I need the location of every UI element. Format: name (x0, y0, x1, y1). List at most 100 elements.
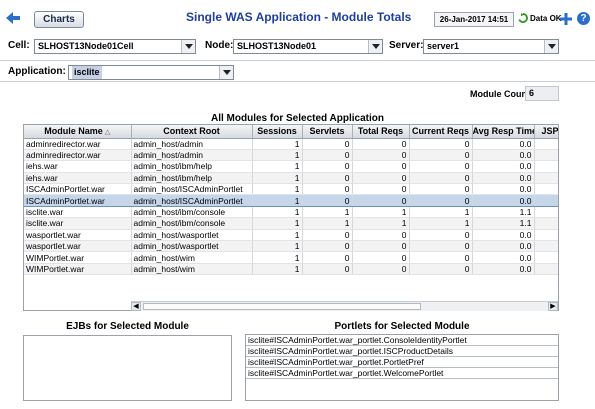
portlets-panel-title: Portlets for Selected Module (334, 321, 470, 332)
scroll-left-icon[interactable]: ◀ (131, 302, 141, 311)
data-status: Data OK (518, 13, 562, 23)
column-header-sessions[interactable]: Sessions (252, 125, 303, 139)
module-name-cell: iehs.war (24, 160, 132, 173)
sessions-cell: 1 (252, 183, 303, 196)
context-root-cell: admin_host/ibm/console (131, 217, 253, 230)
module-name-cell: ISCAdminPortlet.war (24, 194, 132, 207)
portlets-list[interactable]: isclite#ISCAdminPortlet.war_portlet.Cons… (245, 334, 559, 401)
empty-cell (352, 286, 409, 297)
table-row[interactable]: wasportlet.war admin_host/wasportlet 1 0 0 0 0… (24, 240, 558, 253)
jsps-cell: 0 (534, 172, 558, 185)
list-item[interactable]: isclite#ISCAdminPortlet.war_portlet.Cons… (246, 335, 558, 346)
modules-table-title: All Modules for Selected Application (211, 113, 384, 124)
sessions-cell: 1 (252, 217, 303, 230)
horizontal-scrollbar[interactable]: ◀ ▶ (131, 301, 558, 311)
empty-cell (131, 286, 252, 297)
page-title: Single WAS Application - Module Totals (186, 10, 412, 24)
table-row[interactable]: wasportlet.war admin_host/wasportlet 1 0 0 0 0… (24, 229, 558, 242)
empty-cell (252, 275, 302, 286)
table-row[interactable]: isclite.war admin_host/ibm/console 1 1 1 1 1.1… (24, 206, 558, 219)
empty-cell (24, 286, 131, 297)
servlets-cell: 1 (302, 217, 353, 230)
application-select-value: isclite (72, 66, 102, 79)
module-name-cell: WIMPortlet.war (24, 251, 132, 264)
cell-select-value: SLHOST13Node01Cell (38, 41, 134, 51)
table-row[interactable]: ISCAdminPortlet.war admin_host/ISCAdminPo… (24, 183, 558, 196)
avg-resp-time-cell: 0.0 (472, 149, 535, 162)
column-header-current-reqs[interactable]: Current Reqs (409, 125, 473, 139)
avg-resp-time-cell: 0.0 (472, 263, 535, 276)
avg-resp-time-cell: 1.1 (472, 206, 535, 219)
current-reqs-cell: 1 (409, 206, 473, 219)
avg-resp-time-cell: 0.0 (472, 251, 535, 264)
current-reqs-cell: 0 (409, 194, 473, 207)
avg-resp-time-cell: 0.0 (472, 194, 535, 207)
ejbs-list[interactable] (23, 335, 232, 401)
cell-select[interactable]: SLHOST13Node01Cell (34, 39, 196, 54)
list-item[interactable]: isclite#ISCAdminPortlet.war_portlet.Port… (246, 357, 558, 368)
table-row[interactable]: adminredirector.war admin_host/admin 1 0 0 0 0… (24, 149, 558, 162)
jsps-cell: 0 (534, 206, 558, 219)
sessions-cell: 1 (252, 172, 303, 185)
servlets-cell: 0 (302, 240, 353, 253)
top-bar: Charts Single WAS Application - Module T… (0, 0, 595, 34)
table-row[interactable]: ISCAdminPortlet.war admin_host/ISCAdminPo… (24, 194, 558, 207)
scrollbar-thumb[interactable] (143, 303, 421, 310)
column-header-context-root[interactable]: Context Root (131, 125, 253, 139)
empty-cell (24, 275, 131, 286)
add-icon[interactable] (560, 13, 572, 25)
empty-cell (472, 286, 534, 297)
servlets-cell: 0 (302, 229, 353, 242)
module-name-cell: WIMPortlet.war (24, 263, 132, 276)
application-select[interactable]: isclite (68, 65, 234, 80)
module-count-value: 6 (525, 86, 559, 101)
module-name-cell: adminredirector.war (24, 149, 132, 162)
table-row[interactable]: isclite.war admin_host/ibm/console 1 1 1 1 1.1… (24, 217, 558, 230)
current-reqs-cell: 0 (409, 263, 473, 276)
help-icon[interactable]: ? (577, 12, 590, 25)
empty-cell (534, 286, 558, 297)
back-arrow-icon[interactable] (6, 12, 20, 24)
module-name-cell: wasportlet.war (24, 229, 132, 242)
sessions-cell: 1 (252, 229, 303, 242)
current-reqs-cell: 0 (409, 160, 473, 173)
avg-resp-time-cell: 0.0 (472, 172, 535, 185)
column-header-avg-resp-time[interactable]: Avg Resp Time (472, 125, 535, 139)
scroll-right-icon[interactable]: ▶ (548, 302, 558, 311)
list-item[interactable]: isclite#ISCAdminPortlet.war_portlet.Welc… (246, 368, 558, 379)
table-row[interactable]: adminredirector.war admin_host/admin 1 0 0 0 0… (24, 138, 558, 150)
server-select-value: server1 (427, 41, 460, 51)
context-root-cell: admin_host/wasportlet (131, 240, 253, 253)
sessions-cell: 1 (252, 251, 303, 264)
module-name-cell: iehs.war (24, 172, 132, 185)
column-header-module-name[interactable]: Module Name △ (24, 125, 132, 139)
avg-resp-time-cell: 0.0 (472, 240, 535, 253)
column-header-total-reqs[interactable]: Total Reqs (352, 125, 410, 139)
total-reqs-cell: 0 (352, 149, 410, 162)
context-root-cell: admin_host/ISCAdminPortlet (131, 183, 253, 196)
charts-button[interactable]: Charts (34, 11, 84, 28)
date-display: 26-Jan-2017 14:51 (434, 12, 514, 27)
current-reqs-cell: 0 (409, 172, 473, 185)
data-status-label: Data OK (530, 13, 562, 23)
sessions-cell: 1 (252, 160, 303, 173)
empty-cell (472, 275, 534, 286)
servlets-cell: 0 (302, 263, 353, 276)
empty-row (24, 275, 558, 286)
list-item[interactable]: isclite#ISCAdminPortlet.war_portlet.ISCP… (246, 346, 558, 357)
context-root-cell: admin_host/ISCAdminPortlet (131, 194, 253, 207)
server-select[interactable]: server1 (423, 39, 559, 54)
node-select[interactable]: SLHOST13Node01 (233, 39, 383, 54)
jsps-cell: 0 (534, 240, 558, 253)
column-header-jsps[interactable]: JSPs (534, 125, 558, 139)
table-header-row: Module Name △ Context Root Sessions Servl… (24, 125, 558, 139)
cell-label: Cell: (8, 40, 30, 51)
column-header-servlets[interactable]: Servlets (302, 125, 353, 139)
empty-cell (24, 297, 131, 308)
total-reqs-cell: 0 (352, 263, 410, 276)
ejbs-panel-title: EJBs for Selected Module (66, 321, 189, 332)
